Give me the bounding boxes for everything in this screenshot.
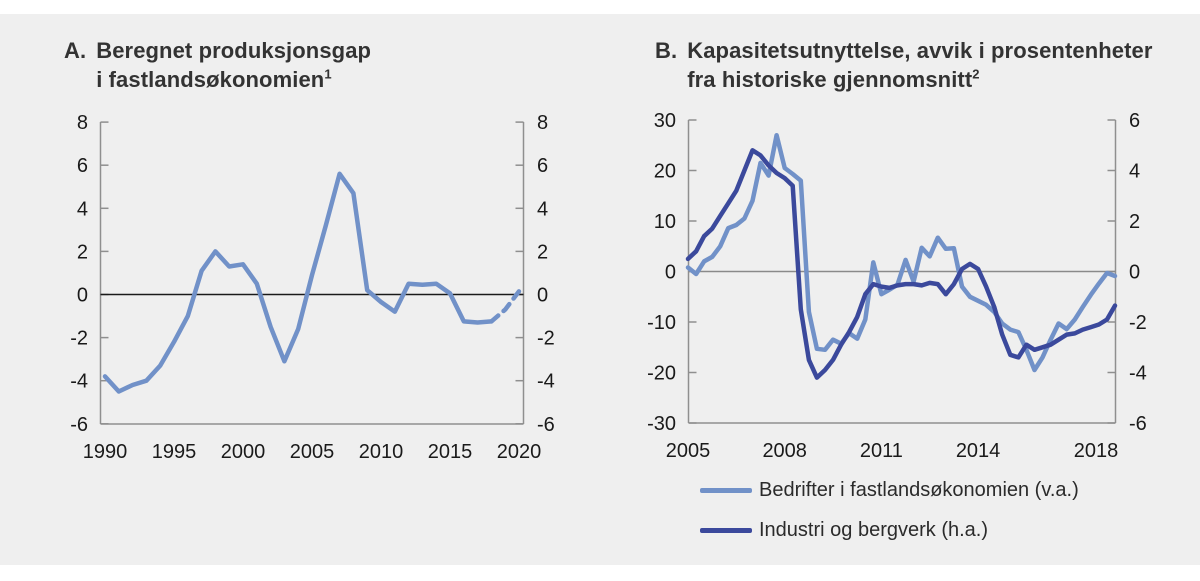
panel-b-left-tick-label: 20 <box>654 161 676 183</box>
panel-a-right-tick-label: -6 <box>537 414 555 436</box>
panel-a-left-tick-label: -6 <box>70 414 88 436</box>
figure-background <box>0 14 1200 565</box>
panel-b-right-tick-label: -6 <box>1129 413 1147 435</box>
panel-a-left-tick-label: 8 <box>77 112 88 134</box>
legend-item-bedrifter: Bedrifter i fastlandsøkonomien (v.a.) <box>700 479 1079 502</box>
panel-b-industri-line <box>685 148 1118 380</box>
legend-label: Industri og bergverk (h.a.) <box>759 519 988 541</box>
panel-a-x-tick-label: 2015 <box>428 441 473 463</box>
panel-b-left-tick-label: -20 <box>647 363 676 385</box>
legend-swatch-dark-blue <box>700 528 752 533</box>
panel-b-title-text: Kapasitetsutnyttelse, avvik i prosentenh… <box>687 38 1153 92</box>
panel-a-title-text: Beregnet produksjonsgap i fastlandsøkonom… <box>96 38 372 92</box>
panel-a-title-prefix: A. <box>64 38 87 63</box>
panel-b-right-tick-label: -4 <box>1129 363 1147 385</box>
panel-b-title: B. Kapasitetsutnyttelse, avvik i prosent… <box>655 36 1153 94</box>
panel-a-x-tick-label: 2000 <box>221 441 266 463</box>
panel-a-right-tick-label: -4 <box>537 371 555 393</box>
panel-a-left-tick-label: 4 <box>77 198 88 220</box>
legend: Bedrifter i fastlandsøkonomien (v.a.) In… <box>700 479 1079 542</box>
panel-b-left-tick-label: 30 <box>654 110 676 132</box>
panel-a-left-tick-label: -2 <box>70 328 88 350</box>
panel-b-bedrifter-line <box>685 132 1118 373</box>
panel-b-left-tick-label: -10 <box>647 312 676 334</box>
legend-swatch-light-blue <box>700 488 752 493</box>
panel-a-plot: 8 8 6 6 4 4 2 2 0 0 -2 -2 -4 -4 -6 -6 1990 1995 2000 2005 20… <box>70 112 555 463</box>
panel-a-right-tick-label: -2 <box>537 328 555 350</box>
panel-b-right-tick-label: -2 <box>1129 312 1147 334</box>
panel-b-x-tick-label: 2011 <box>860 440 903 462</box>
panel-b-x-tick-label: 2005 <box>666 440 711 462</box>
panel-a-x-tick-label: 2010 <box>359 441 404 463</box>
panel-a-left-tick-label: 6 <box>77 155 88 177</box>
legend-label: Bedrifter i fastlandsøkonomien (v.a.) <box>759 479 1079 501</box>
panel-a-right-tick-label: 4 <box>537 198 548 220</box>
panel-b-left-tick-label: 10 <box>654 211 676 233</box>
panel-b-right-tick-label: 2 <box>1129 211 1140 233</box>
panel-a-projection-line <box>489 289 522 324</box>
panel-a-right-tick-label: 2 <box>537 241 548 263</box>
panel-b-left-tick-label: -30 <box>647 413 676 435</box>
panel-b-title-prefix: B. <box>655 38 678 63</box>
panel-a-title: A. Beregnet produksjonsgap i fastlandsøko… <box>64 36 371 94</box>
panel-a-x-tick-label: 2020 <box>497 441 542 463</box>
panel-a-right-tick-label: 8 <box>537 112 548 134</box>
footnote-mark-1: 1 <box>324 66 332 82</box>
panel-b-x-tick-label: 2008 <box>762 440 807 462</box>
panel-b-left-tick-label: 0 <box>665 262 676 284</box>
panel-b-x-tick-label: 2014 <box>956 440 1001 462</box>
panel-a-left-tick-label: 2 <box>77 241 88 263</box>
panel-a-x-tick-label: 1995 <box>152 441 197 463</box>
panel-b-x-tick-label: 2018 <box>1074 440 1119 462</box>
panel-a-x-tick-label: 1990 <box>83 441 128 463</box>
panel-a-left-tick-label: 0 <box>77 285 88 307</box>
panel-a-series-line <box>102 171 494 394</box>
footnote-mark-2: 2 <box>972 66 980 82</box>
legend-item-industri: Industri og bergverk (h.a.) <box>700 519 1079 542</box>
panel-a-right-tick-label: 6 <box>537 155 548 177</box>
panel-b-right-tick-label: 4 <box>1129 161 1140 183</box>
panel-a-x-tick-label: 2005 <box>290 441 335 463</box>
panel-a-right-tick-label: 0 <box>537 285 548 307</box>
panel-b-right-tick-label: 6 <box>1129 110 1140 132</box>
panel-b-right-tick-label: 0 <box>1129 262 1140 284</box>
panel-a-left-tick-label: -4 <box>70 371 88 393</box>
